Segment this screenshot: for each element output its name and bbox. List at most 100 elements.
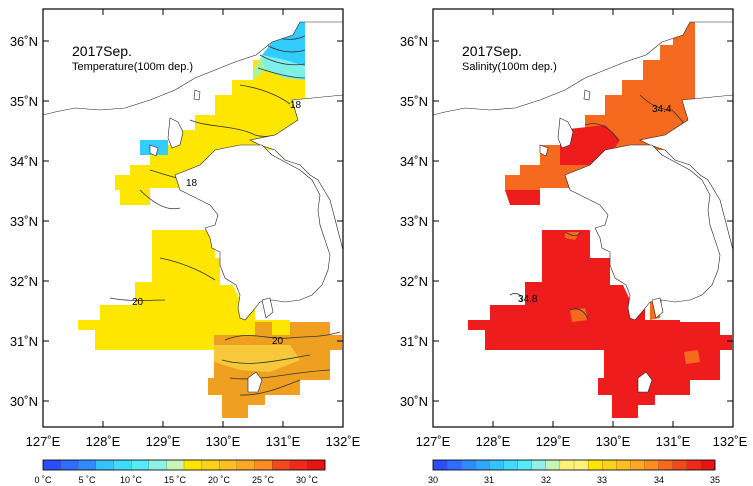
- colorbar-label: 32: [541, 475, 551, 485]
- colorbar-cell: [475, 459, 490, 471]
- y-tick-label: 32˚N: [10, 274, 38, 289]
- temperature-field: [78, 21, 342, 418]
- colorbar-cell: [489, 459, 504, 471]
- temperature-ticks: [42, 9, 344, 427]
- colorbar-cell: [95, 459, 114, 471]
- colorbar-cell: [113, 459, 132, 471]
- salinity-y-axis-labels: 36˚N 35˚N 34˚N 33˚N 32˚N 31˚N 30˚N: [400, 34, 428, 409]
- x-tick-label: 128˚E: [476, 434, 511, 449]
- temperature-map-area: 18 18 20 20: [43, 9, 343, 418]
- colorbar-label: 30: [428, 475, 438, 485]
- colorbar-label: 33: [597, 475, 607, 485]
- colorbar-cell: [686, 459, 702, 471]
- colorbar-cell: [644, 459, 660, 471]
- x-tick-label: 132˚E: [713, 434, 748, 449]
- x-tick-label: 131˚E: [656, 434, 691, 449]
- y-tick-label: 32˚N: [400, 274, 428, 289]
- y-tick-label: 31˚N: [400, 334, 428, 349]
- contour-label: 20: [132, 297, 144, 308]
- colorbar-cell: [587, 459, 603, 471]
- colorbar-label: 15 ˚C: [164, 475, 187, 485]
- contour-label: 20: [272, 336, 284, 347]
- colorbar-cell: [559, 459, 575, 471]
- y-tick-label: 36˚N: [400, 34, 428, 49]
- temperature-frame: [42, 8, 344, 428]
- temperature-colorbar: 0 ˚C 5 ˚C 10 ˚C 15 ˚C 20 ˚C 25 ˚C 30 ˚C: [34, 459, 326, 485]
- temperature-x-axis-labels: 127˚E 128˚E 129˚E 130˚E 131˚E 132˚E: [26, 434, 361, 449]
- y-tick-label: 30˚N: [400, 394, 428, 409]
- salinity-frame: [432, 8, 734, 428]
- x-tick-label: 128˚E: [86, 434, 121, 449]
- y-tick-label: 30˚N: [10, 394, 38, 409]
- salinity-x-axis-labels: 127˚E 128˚E 129˚E 130˚E 131˚E 132˚E: [416, 434, 748, 449]
- colorbar-cell: [130, 459, 150, 471]
- colorbar-cell: [658, 459, 674, 471]
- salinity-colorbar: 30 31 32 33 34 35: [428, 459, 720, 485]
- y-tick-label: 33˚N: [10, 214, 38, 229]
- contour-label: 18: [186, 178, 198, 189]
- contour-label: 34.4: [652, 104, 672, 115]
- salinity-contour-labels: 34.4 34.8: [518, 104, 672, 305]
- colorbar-cell: [271, 459, 291, 471]
- temperature-contours: [109, 29, 341, 396]
- colorbar-cell: [573, 459, 589, 471]
- temperature-colorbar-cells: [42, 459, 326, 471]
- salinity-subtitle: Salinity(100m dep.): [462, 61, 557, 73]
- y-tick-label: 36˚N: [10, 34, 38, 49]
- y-tick-label: 33˚N: [400, 214, 428, 229]
- colorbar-cell: [672, 459, 688, 471]
- salinity-colorbar-cells: [432, 459, 716, 471]
- colorbar-label: 5 ˚C: [78, 475, 96, 485]
- colorbar-label: 34: [654, 475, 664, 485]
- colorbar-cell: [700, 459, 716, 471]
- colorbar-label: 25 ˚C: [252, 475, 275, 485]
- colorbar-label: 35: [710, 475, 720, 485]
- temperature-y-axis-labels: 36˚N 35˚N 34˚N 33˚N 32˚N 31˚N 30˚N: [10, 34, 38, 409]
- colorbar-cell: [432, 459, 448, 471]
- colorbar-cell: [446, 459, 462, 471]
- x-tick-label: 130˚E: [596, 434, 631, 449]
- y-tick-label: 35˚N: [400, 94, 428, 109]
- colorbar-cell: [60, 459, 79, 471]
- x-tick-label: 132˚E: [326, 434, 361, 449]
- colorbar-cell: [254, 459, 273, 471]
- colorbar-label: 31: [484, 475, 494, 485]
- land-masses: [43, 9, 343, 393]
- salinity-map-area: 34.4 34.8: [433, 9, 733, 418]
- x-tick-label: 130˚E: [206, 434, 241, 449]
- salinity-panel: 34.4 34.8 2017Sep. Salinity(100m dep.) 1…: [400, 8, 748, 485]
- colorbar-cell: [78, 459, 97, 471]
- colorbar-cell: [307, 459, 326, 471]
- colorbar-label: 30 ˚C: [296, 475, 319, 485]
- land-masses: [433, 9, 733, 393]
- colorbar-cell: [289, 459, 308, 471]
- colorbar-cell: [545, 459, 561, 471]
- x-tick-label: 129˚E: [536, 434, 571, 449]
- temperature-title: 2017Sep.: [72, 43, 132, 59]
- temperature-panel: 18 18 20 20 2017Sep. Temperature(100m de…: [10, 8, 361, 485]
- x-tick-label: 127˚E: [26, 434, 61, 449]
- salinity-ticks: [432, 9, 734, 427]
- colorbar-cell: [42, 459, 62, 471]
- x-tick-label: 129˚E: [146, 434, 181, 449]
- colorbar-label: 20 ˚C: [208, 475, 231, 485]
- colorbar-label: 0 ˚C: [34, 475, 52, 485]
- colorbar-cell: [531, 459, 547, 471]
- colorbar-cell: [517, 459, 533, 471]
- colorbar-cell: [183, 459, 203, 471]
- colorbar-cell: [602, 459, 617, 471]
- colorbar-cell: [616, 459, 631, 471]
- colorbar-label: 10 ˚C: [120, 475, 143, 485]
- x-tick-label: 127˚E: [416, 434, 451, 449]
- colorbar-cell: [166, 459, 185, 471]
- colorbar-cell: [219, 459, 238, 471]
- y-tick-label: 34˚N: [10, 154, 38, 169]
- colorbar-cell: [630, 459, 645, 471]
- colorbar-cell: [503, 459, 519, 471]
- y-tick-label: 35˚N: [10, 94, 38, 109]
- x-tick-label: 131˚E: [266, 434, 301, 449]
- contour-label: 34.8: [518, 294, 538, 305]
- colorbar-cell: [201, 459, 220, 471]
- colorbar-cell: [461, 459, 476, 471]
